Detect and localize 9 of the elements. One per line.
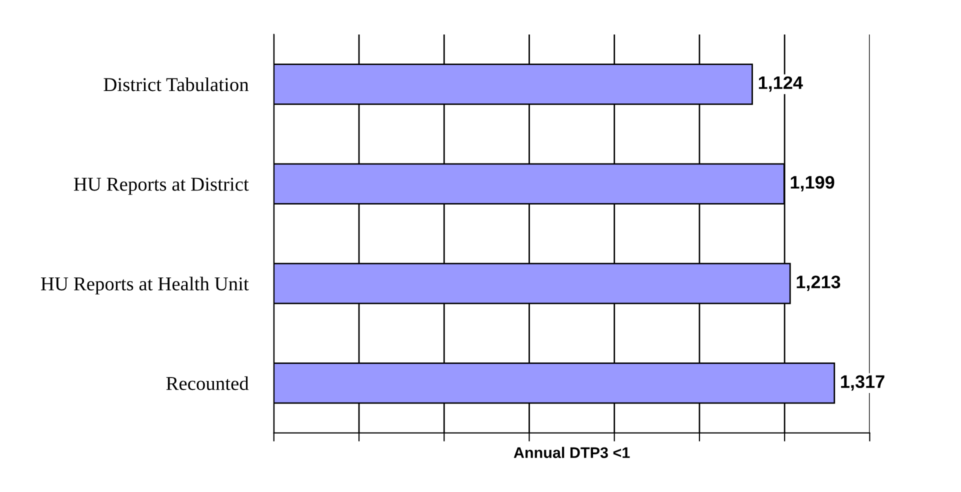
data-label: 1,317 <box>841 375 884 391</box>
data-label: 1,199 <box>790 176 834 192</box>
data-label: 1,124 <box>758 76 803 92</box>
y-tick-label: District Tabulation <box>104 78 249 92</box>
y-tick-label: HU Reports at District <box>74 178 249 195</box>
x-axis-title: Annual DTP3 <1 <box>514 446 630 458</box>
data-label: 1,213 <box>796 276 840 291</box>
y-tick-label: HU Reports at Health Unit <box>40 276 249 294</box>
y-tick-label: Recounted <box>166 376 249 390</box>
